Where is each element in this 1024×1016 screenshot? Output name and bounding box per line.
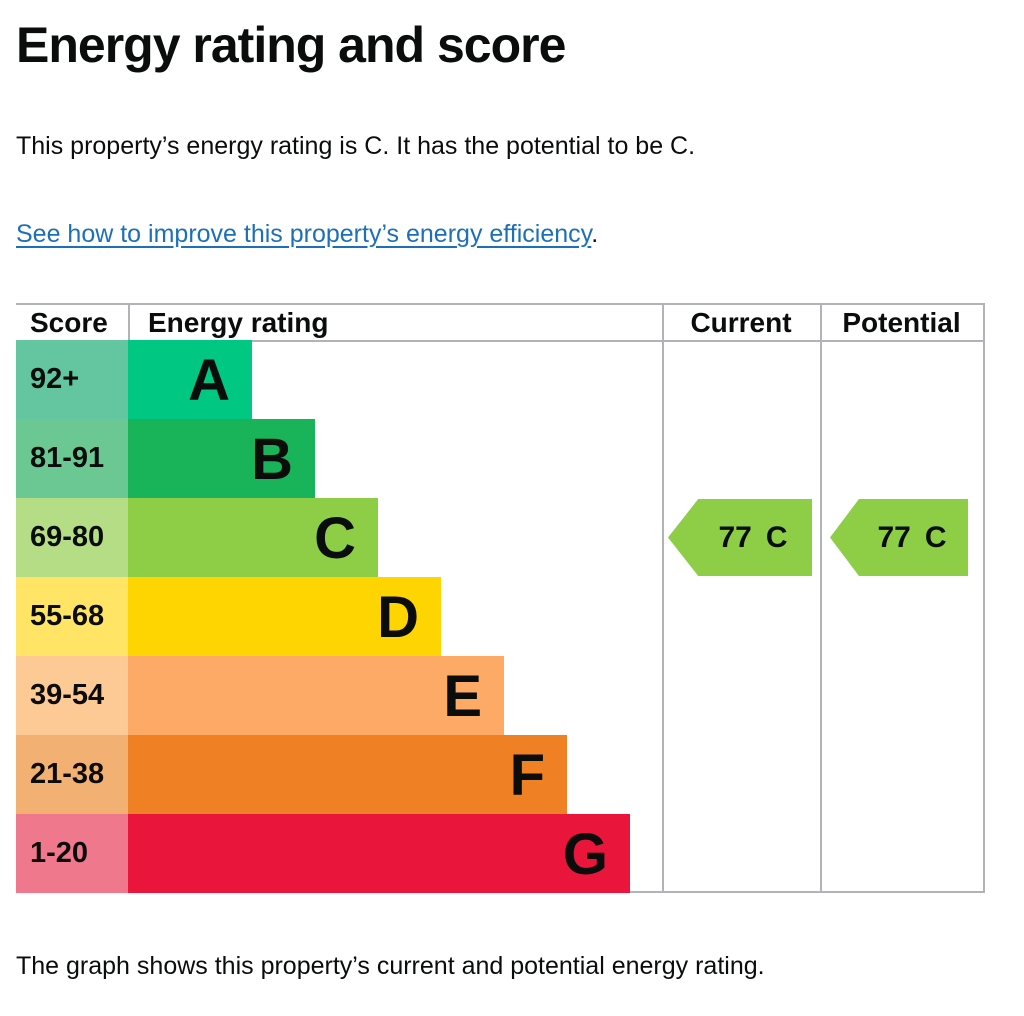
current-score: 77 [718,520,752,554]
score-range-cell-g: 1-20 [16,814,128,893]
band-row-e: 39-54 E [16,656,662,735]
graph-footnote: The graph shows this property’s current … [16,952,765,980]
band-row-d: 55-68 D [16,577,662,656]
current-band: C [765,520,788,554]
rating-bar-a: A [128,340,252,419]
rating-letter-a: A [188,348,230,413]
rating-bar-b: B [128,419,315,498]
rating-bar-e: E [128,656,504,735]
band-row-f: 21-38 F [16,735,662,814]
table-top-border [16,303,985,305]
rating-bar-f: F [128,735,567,814]
score-range-cell-d: 55-68 [16,577,128,656]
improve-suffix: . [591,220,599,248]
band-row-a: 92+ A [16,340,662,419]
header-bottom-border [16,340,985,342]
potential-band: C [924,520,947,554]
band-row-c: 69-80 C [16,498,662,577]
summary-text: This property’s energy rating is C. It h… [16,132,696,160]
header-current: Current [690,307,792,338]
improve-line: See how to improve this property’s energ… [16,218,598,251]
score-range-label: 21-38 [30,758,105,790]
score-range-cell-c: 69-80 [16,498,128,577]
current-rating-arrow: 77 C [668,499,812,576]
score-range-label: 39-54 [30,679,105,711]
score-range-label: 69-80 [30,521,105,553]
score-range-cell-e: 39-54 [16,656,128,735]
score-range-label: 92+ [30,363,80,395]
improve-efficiency-link[interactable]: See how to improve this property’s energ… [16,220,592,248]
score-range-label: 55-68 [30,600,105,632]
current-potential-divider [820,303,822,893]
rating-letter-f: F [509,743,545,808]
rating-letter-d: D [377,585,419,650]
potential-rating-arrow: 77 C [830,499,968,576]
potential-score: 77 [877,520,911,554]
rating-current-divider [662,303,664,893]
score-range-label: 1-20 [30,837,89,869]
score-range-cell-f: 21-38 [16,735,128,814]
header-energy-rating: Energy rating [148,307,329,338]
page-title: Energy rating and score [16,17,566,73]
rating-bar-d: D [128,577,441,656]
rating-letter-g: G [562,822,608,887]
score-range-label: 81-91 [30,442,105,474]
band-row-b: 81-91 B [16,419,662,498]
score-rating-divider [128,303,130,340]
table-right-border [983,303,985,893]
score-range-cell-a: 92+ [16,340,128,419]
band-row-g: 1-20 G [16,814,662,893]
rating-letter-e: E [443,664,482,729]
score-range-cell-b: 81-91 [16,419,128,498]
rating-letter-b: B [251,427,293,492]
energy-rating-chart: Score Energy rating Current Potential 92… [16,303,985,893]
rating-bar-c: C [128,498,378,577]
header-score: Score [30,307,108,338]
rating-bar-g: G [128,814,630,893]
header-potential: Potential [842,307,961,338]
rating-letter-c: C [314,506,356,571]
